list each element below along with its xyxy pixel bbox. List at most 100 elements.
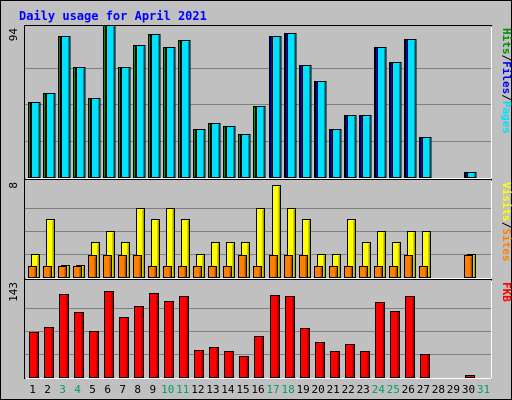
- bar-sites-10: [163, 266, 172, 278]
- bar-pages-10: [166, 47, 176, 178]
- bar-sites-21: [329, 266, 338, 278]
- bar-sites-12: [193, 266, 202, 278]
- bar-kbytes-19: [300, 328, 310, 378]
- bar-pages-4: [76, 67, 86, 178]
- bar-kbytes-21: [330, 351, 340, 378]
- x-tick-label: 8: [134, 383, 141, 396]
- bar-pages-2: [46, 93, 56, 178]
- x-tick-label: 27: [417, 383, 430, 396]
- bar-kbytes-23: [360, 351, 370, 378]
- bar-sites-26: [404, 255, 413, 278]
- bar-sites-15: [238, 255, 247, 278]
- bar-kbytes-18: [285, 296, 295, 378]
- bar-sites-14: [223, 266, 232, 278]
- bar-sites-11: [178, 266, 187, 278]
- x-tick-label: 11: [176, 383, 189, 396]
- series-label-part: Files: [500, 61, 512, 94]
- bar-pages-25: [392, 62, 402, 178]
- x-tick-label: 14: [221, 383, 235, 396]
- x-tick-label: 3: [59, 383, 66, 396]
- bar-kbytes-3: [59, 294, 69, 378]
- bar-kbytes-12: [194, 350, 204, 378]
- bar-sites-19: [299, 255, 308, 278]
- series-label-part: /: [500, 94, 512, 101]
- x-tick-label: 21: [327, 383, 340, 396]
- bar-sites-24: [374, 266, 383, 278]
- panel-kbytes: 143 FKB: [7, 279, 512, 379]
- x-tick-label: 15: [236, 383, 249, 396]
- series-label: FKB: [500, 282, 512, 302]
- bar-kbytes-30: [465, 375, 475, 378]
- bar-kbytes-10: [164, 301, 174, 378]
- x-tick-label: 20: [311, 383, 324, 396]
- x-tick-label: 24: [372, 383, 386, 396]
- bar-pages-30: [467, 172, 477, 178]
- bar-pages-15: [241, 134, 251, 178]
- bar-sites-9: [148, 266, 157, 278]
- bar-kbytes-7: [119, 317, 129, 378]
- series-label: Hits/Files/Pages: [500, 28, 512, 134]
- panel-hits-files-pages: 94 Hits/Files/Pages: [7, 25, 512, 179]
- bar-pages-3: [61, 36, 71, 178]
- bar-sites-22: [344, 266, 353, 278]
- bar-sites-8: [133, 255, 142, 278]
- x-tick-label: 26: [402, 383, 415, 396]
- bar-kbytes-5: [89, 331, 99, 378]
- bar-pages-23: [362, 115, 372, 178]
- bar-pages-9: [151, 34, 161, 178]
- bar-pages-19: [302, 65, 312, 178]
- x-tick-label: 22: [342, 383, 355, 396]
- bar-sites-2: [43, 266, 52, 278]
- x-tick-label: 31: [477, 383, 490, 396]
- bar-sites-13: [208, 266, 217, 278]
- bar-kbytes-1: [29, 332, 39, 378]
- bar-sites-25: [389, 266, 398, 278]
- bar-sites-7: [118, 255, 127, 278]
- bar-kbytes-16: [254, 336, 264, 378]
- series-label-part: F: [500, 282, 512, 289]
- scale-label: 143: [7, 282, 20, 302]
- x-tick-label: 9: [149, 383, 156, 396]
- bar-pages-14: [226, 126, 236, 178]
- bar-pages-8: [136, 45, 146, 178]
- bar-kbytes-6: [104, 291, 114, 378]
- series-label-part: Sites: [500, 228, 512, 261]
- bar-kbytes-17: [270, 295, 280, 378]
- scale-label: 94: [7, 28, 20, 42]
- bar-sites-18: [284, 255, 293, 278]
- bar-pages-6: [106, 25, 116, 178]
- bar-sites-17: [269, 255, 278, 278]
- x-tick-label: 17: [266, 383, 279, 396]
- bar-kbytes-24: [375, 302, 385, 378]
- bar-pages-27: [422, 137, 432, 178]
- series-label-part: Pages: [500, 101, 512, 134]
- x-tick-label: 30: [462, 383, 475, 396]
- bar-sites-3: [58, 266, 67, 278]
- bar-sites-30: [464, 255, 473, 278]
- bar-sites-20: [314, 266, 323, 278]
- x-tick-label: 7: [119, 383, 126, 396]
- x-tick-label: 12: [191, 383, 204, 396]
- series-label-part: KB: [500, 289, 512, 303]
- x-tick-label: 16: [251, 383, 264, 396]
- bar-pages-22: [347, 115, 357, 178]
- bar-pages-17: [272, 36, 282, 178]
- bar-pages-16: [256, 106, 266, 178]
- bar-pages-21: [332, 129, 342, 178]
- bar-pages-11: [181, 40, 191, 178]
- x-tick-label: 13: [206, 383, 219, 396]
- bar-pages-26: [407, 39, 417, 178]
- bar-pages-24: [377, 47, 387, 178]
- bar-kbytes-20: [315, 342, 325, 378]
- bar-pages-12: [196, 129, 206, 178]
- bar-sites-4: [73, 266, 82, 278]
- x-tick-label: 25: [387, 383, 400, 396]
- bar-sites-1: [28, 266, 37, 278]
- x-tick-label: 23: [357, 383, 370, 396]
- bar-kbytes-9: [149, 293, 159, 378]
- bar-kbytes-27: [420, 354, 430, 378]
- series-label-part: Visits: [500, 182, 512, 222]
- bar-kbytes-22: [345, 344, 355, 378]
